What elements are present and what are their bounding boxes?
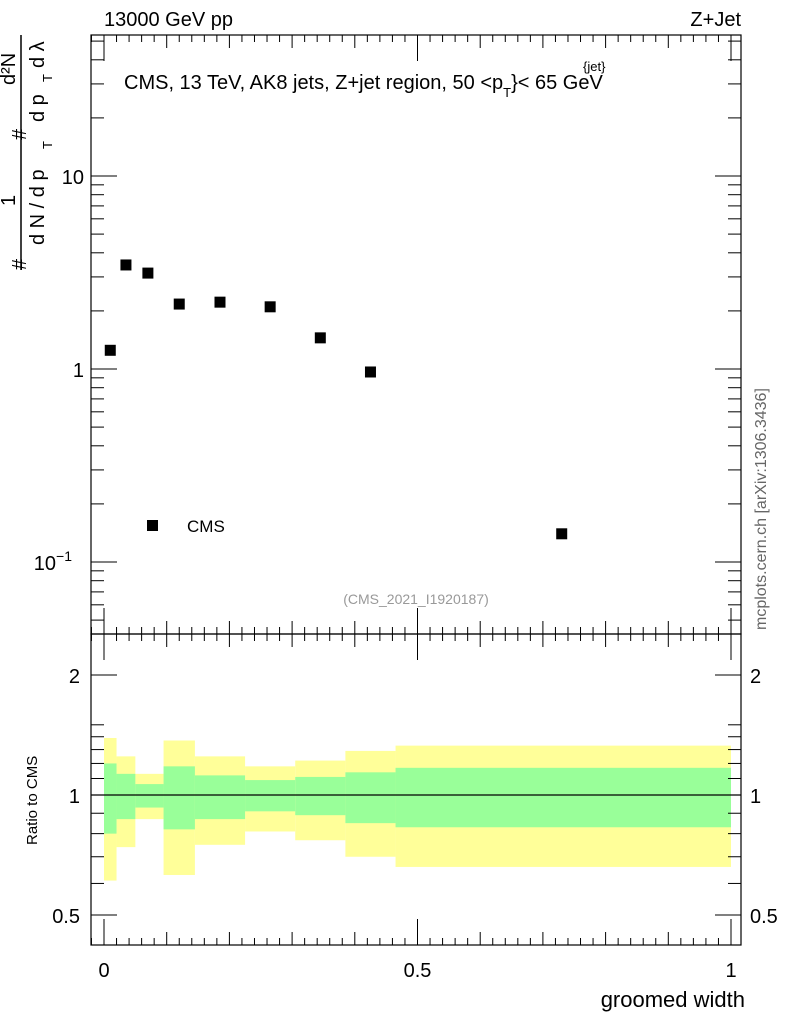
y-axis-label: # 1 d N / d p T # d²N d p T d λ	[0, 35, 55, 270]
ratio-y-tick-label-left: 1	[69, 786, 80, 808]
data-point	[120, 259, 132, 271]
y-label-hash2: #	[9, 128, 31, 140]
ratio-y-tick-label-right: 1	[750, 786, 761, 808]
data-point	[173, 298, 185, 310]
annotation: (CMS_2021_I1920187)	[343, 591, 489, 607]
band-bin	[135, 784, 164, 808]
y-label-one: 1	[0, 195, 20, 206]
chart-title-sup: {jet}	[583, 59, 606, 74]
ratio-y-tick-label-left: 2	[69, 666, 80, 688]
chart-title: CMS, 13 TeV, AK8 jets, Z+jet region, 50 …	[124, 72, 603, 100]
main-panel-frame	[90, 34, 742, 635]
y-label-d2N: d²N	[0, 53, 20, 85]
x-tick-label: 0.5	[404, 960, 432, 982]
band-bin	[163, 766, 195, 830]
axis-ticks	[90, 35, 741, 945]
y-label-dpT: d p	[27, 94, 49, 122]
x-tick-label: 0	[98, 960, 109, 982]
y-label-T2: T	[40, 74, 55, 82]
ratio-panel-frame	[90, 633, 742, 946]
ratio-y-tick-label-right: 0.5	[750, 906, 778, 928]
data-point	[314, 332, 326, 344]
band-bin	[245, 780, 296, 812]
x-tick-label: 1	[725, 960, 736, 982]
legend-marker	[147, 520, 158, 531]
x-axis-label: groomed width	[601, 987, 745, 1012]
chart-title-sub: T	[503, 85, 511, 100]
header-left: 13000 GeV pp	[104, 9, 233, 31]
y-label-T1: T	[40, 141, 55, 149]
legend-label: CMS	[187, 517, 225, 536]
data-points	[104, 259, 568, 540]
data-point	[214, 296, 226, 308]
y-label-dlambda: d λ	[27, 41, 49, 68]
y-label-dN-dpT: d N / d p	[27, 169, 49, 245]
band-bin	[395, 767, 731, 828]
band-bin	[295, 776, 346, 816]
ratio-bands	[91, 737, 741, 881]
y-tick-label: 1	[73, 360, 84, 382]
chart-title-main: CMS, 13 TeV, AK8 jets, Z+jet region, 50 …	[124, 72, 503, 94]
y-tick-label: 10	[62, 167, 84, 189]
y-label-hash1: #	[9, 258, 31, 270]
ratio-y-tick-label-right: 2	[750, 666, 761, 688]
band-bin	[194, 775, 246, 820]
header-right: Z+Jet	[690, 9, 741, 31]
chart-title-end: }< 65 GeV	[511, 72, 603, 94]
y-tick-label: 10−1	[34, 548, 72, 575]
band-bin	[116, 773, 136, 820]
ratio-y-tick-label-left: 0.5	[52, 906, 80, 928]
data-point	[104, 344, 116, 356]
ratio-y-label: Ratio to CMS	[24, 756, 41, 845]
data-point	[556, 528, 568, 540]
data-point	[364, 366, 376, 378]
data-point	[142, 267, 154, 279]
side-label: mcplots.cern.ch [arXiv:1306.3436]	[753, 388, 770, 630]
band-bin	[104, 763, 117, 834]
data-point	[264, 301, 276, 313]
band-bin	[345, 772, 396, 824]
